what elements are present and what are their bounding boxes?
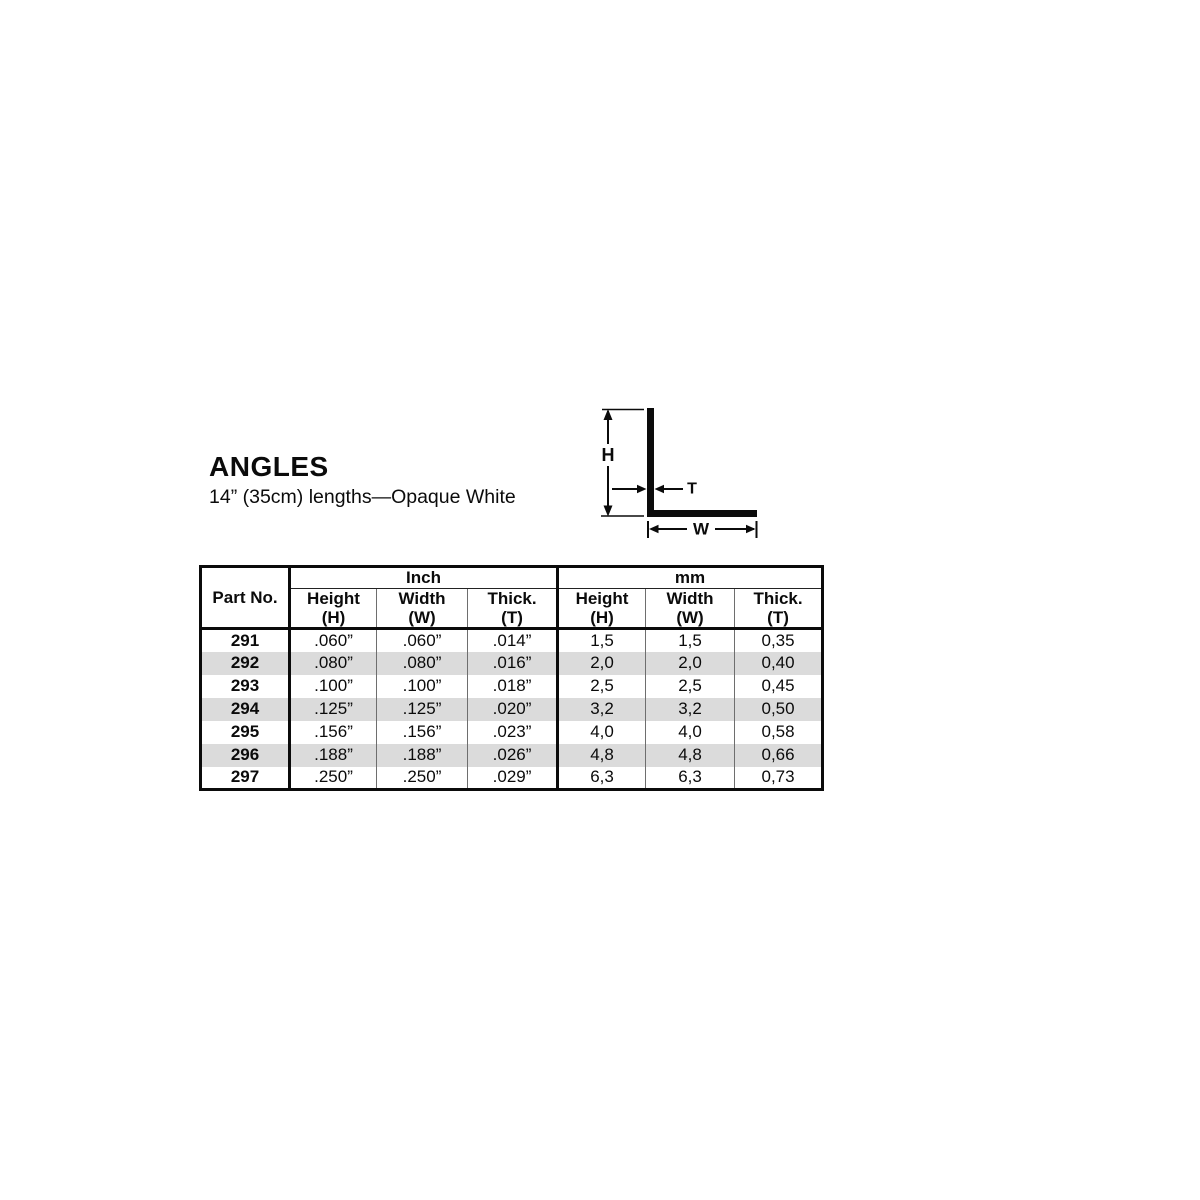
cell-mm-thick: 0,45 bbox=[734, 674, 823, 698]
cell-inch-thick: .026” bbox=[466, 743, 558, 767]
page-subtitle: 14” (35cm) lengths—Opaque White bbox=[209, 486, 516, 508]
column-group-inch: Inch bbox=[287, 566, 558, 589]
cell-mm-height: 2,5 bbox=[556, 674, 646, 698]
column-header-inch-thick: Thick. (T) bbox=[466, 588, 558, 630]
cell-part-no: 292 bbox=[230, 653, 260, 672]
angle-vertical-leg bbox=[647, 408, 654, 517]
cell-mm-thick: 0,58 bbox=[734, 720, 823, 744]
cell-mm-width: 2,5 bbox=[645, 674, 735, 698]
cell-inch-height: .156” bbox=[288, 720, 377, 744]
column-header-inch-width: Width (W) bbox=[376, 588, 468, 630]
cell-inch-width: .060” bbox=[376, 628, 468, 652]
group-header-row: Part No. Inch mm bbox=[200, 566, 823, 630]
cell-inch-thick: .020” bbox=[466, 697, 558, 721]
angle-horizontal-leg bbox=[647, 510, 757, 517]
height-label: H bbox=[602, 445, 615, 465]
angle-diagram-svg: H T W bbox=[601, 408, 758, 539]
cell-inch-width: .156” bbox=[376, 720, 468, 744]
cell-inch-thick: .016” bbox=[466, 651, 558, 675]
cell-inch-width: .080” bbox=[376, 651, 468, 675]
table-row: 296 .188” .188” .026” 4,8 4,8 0,66 bbox=[200, 743, 823, 767]
cell-inch-thick: .014” bbox=[466, 628, 558, 652]
cell-mm-width: 4,8 bbox=[645, 743, 735, 767]
table-row: 292 .080” .080” .016” 2,0 2,0 0,40 bbox=[200, 651, 823, 675]
cell-mm-width: 4,0 bbox=[645, 720, 735, 744]
cell-mm-width: 2,0 bbox=[645, 651, 735, 675]
angle-cross-section bbox=[647, 408, 757, 517]
cell-inch-width: .125” bbox=[376, 697, 468, 721]
column-header-mm-width: Width (W) bbox=[645, 588, 735, 630]
cell-mm-thick: 0,66 bbox=[734, 743, 823, 767]
cell-inch-thick: .023” bbox=[466, 720, 558, 744]
cell-mm-height: 1,5 bbox=[556, 628, 646, 652]
cell-part-no: 291 bbox=[230, 630, 260, 650]
column-header-inch-height: Height (H) bbox=[288, 588, 377, 630]
column-header-mm-height: Height (H) bbox=[556, 588, 646, 630]
column-header-part-no: Part No. bbox=[200, 566, 290, 630]
cell-mm-height: 3,2 bbox=[556, 697, 646, 721]
cell-inch-height: .250” bbox=[288, 766, 377, 790]
cell-mm-thick: 0,50 bbox=[734, 697, 823, 721]
cell-mm-width: 6,3 bbox=[645, 766, 735, 790]
width-dimension-arrow bbox=[647, 521, 758, 538]
cell-inch-width: .188” bbox=[376, 743, 468, 767]
cell-inch-width: .250” bbox=[376, 766, 468, 790]
cell-inch-height: .100” bbox=[288, 674, 377, 698]
cell-inch-height: .125” bbox=[288, 697, 377, 721]
sub-header-row: Height (H) Width (W) Thick. (T) Height (H) W… bbox=[201, 588, 823, 630]
width-label: W bbox=[693, 520, 710, 539]
angle-profile-diagram: H T W bbox=[595, 398, 775, 546]
cell-part-no: 295 bbox=[230, 722, 260, 741]
cell-inch-height: .080” bbox=[288, 651, 377, 675]
height-dimension-arrow bbox=[603, 409, 613, 517]
cell-mm-thick: 0,40 bbox=[734, 651, 823, 675]
cell-inch-thick: .018” bbox=[466, 674, 558, 698]
cell-mm-width: 1,5 bbox=[645, 628, 735, 652]
cell-part-no: 296 bbox=[230, 745, 260, 764]
table-row: 294 .125” .125” .020” 3,2 3,2 0,50 bbox=[200, 697, 823, 721]
column-header-mm-thick: Thick. (T) bbox=[734, 588, 823, 630]
table-row: 291 .060” .060” .014” 1,5 1,5 0,35 bbox=[201, 628, 823, 652]
spec-table: Part No. Inch mm Height (H) Width (W) Thic… bbox=[199, 565, 825, 791]
cell-inch-height: .060” bbox=[288, 628, 377, 652]
cell-mm-height: 6,3 bbox=[556, 766, 646, 790]
column-group-mm: mm bbox=[556, 566, 823, 589]
cell-mm-thick: 0,73 bbox=[734, 766, 823, 790]
thickness-label: T bbox=[687, 481, 697, 498]
table-row: 295 .156” .156” .023” 4,0 4,0 0,58 bbox=[201, 720, 823, 744]
page-title: ANGLES bbox=[209, 451, 329, 482]
cell-inch-thick: .029” bbox=[466, 766, 558, 790]
table-row: 293 .100” .100” .018” 2,5 2,5 0,45 bbox=[201, 674, 823, 698]
cell-mm-height: 4,0 bbox=[556, 720, 646, 744]
cell-inch-height: .188” bbox=[288, 743, 377, 767]
cell-mm-thick: 0,35 bbox=[734, 628, 823, 652]
table-row: 297 .250” .250” .029” 6,3 6,3 0,73 bbox=[201, 766, 823, 790]
cell-inch-width: .100” bbox=[376, 674, 468, 698]
cell-part-no: 297 bbox=[230, 767, 260, 787]
cell-mm-height: 2,0 bbox=[556, 651, 646, 675]
cell-mm-width: 3,2 bbox=[645, 697, 735, 721]
thickness-dimension-arrows bbox=[612, 484, 683, 494]
cell-part-no: 294 bbox=[230, 699, 260, 718]
cell-mm-height: 4,8 bbox=[556, 743, 646, 767]
cell-part-no: 293 bbox=[230, 676, 260, 695]
